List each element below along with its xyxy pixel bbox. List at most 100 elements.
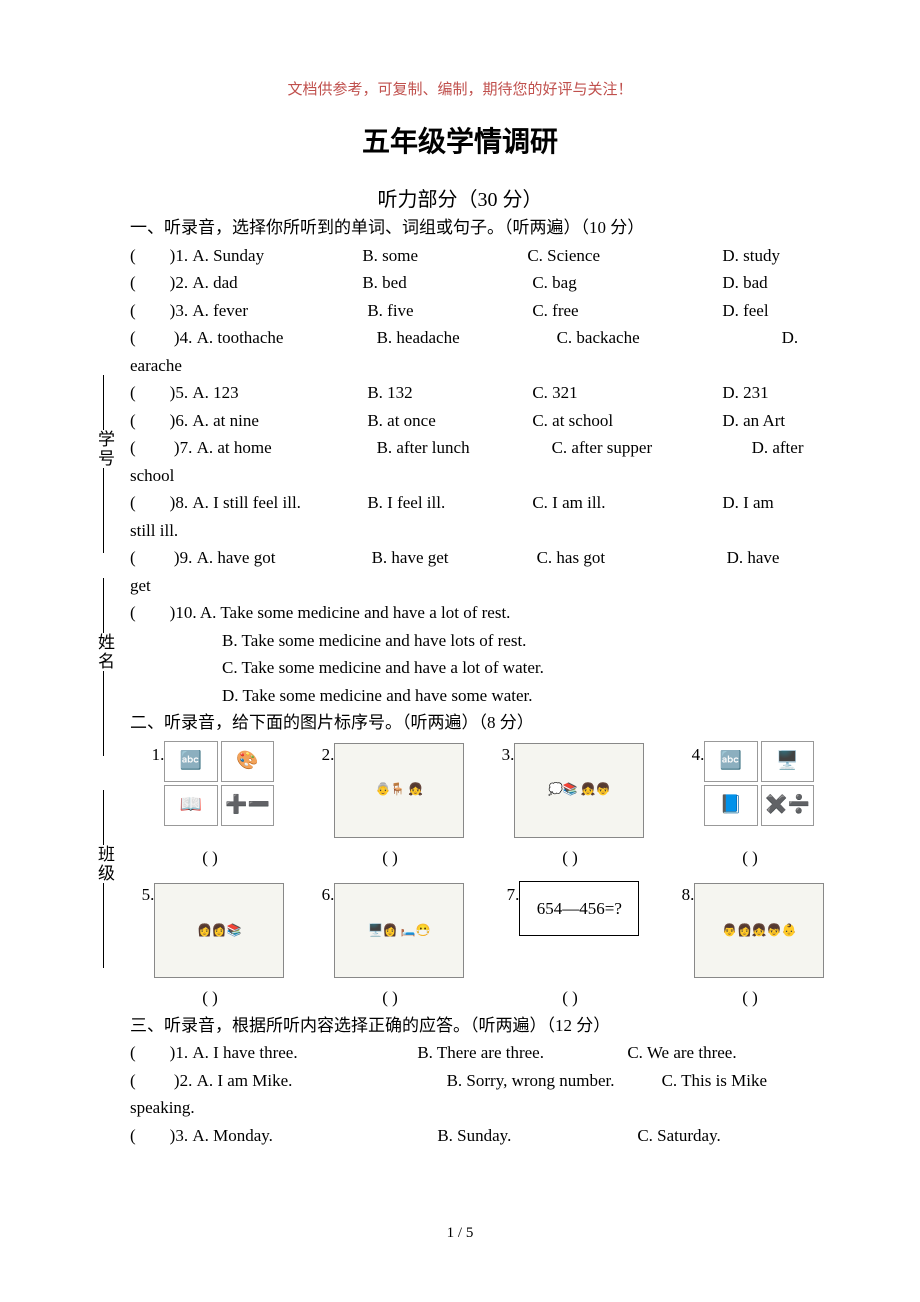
image-cell: 4. 🔤🖥️ 📘✖️➗ [670,741,830,838]
opt-d: D. I am [722,493,773,512]
opt-b: B. have get [372,544,537,572]
q-num: ( )3. [130,301,188,320]
opt-a: A. I still feel ill. [192,489,367,517]
paren-blank: ( ) [490,984,650,1012]
image-cell: 5. 👩👩📚 [130,881,290,978]
opt-a: A. Monday. [192,1122,437,1150]
question-row: ( )2. A. dadB. bedC. bagD. bad [130,269,870,297]
scene-family: 👨👩👧👦👶 [694,883,824,978]
question-row: ( )2. A. I am Mike.B. Sorry, wrong numbe… [130,1067,870,1095]
sidebar-line [103,790,122,845]
section2-head: 二、听录音，给下面的图片标序号。（听两遍）（8 分） [130,709,870,737]
opt-b: B. 132 [367,379,532,407]
opt-a: A. toothache [197,324,377,352]
question-row: ( )1. A. SundayB. someC. ScienceD. study [130,242,870,270]
question-wrap: school [130,462,870,490]
paren-row: ( ) ( ) ( ) ( ) [130,984,830,1012]
question-row: ( )7. A. at homeB. after lunchC. after s… [130,434,870,462]
opt-c: C. Take some medicine and have a lot of … [222,654,870,682]
opt-d: D. study [722,246,780,265]
sub-title: 听力部分（30 分） [0,183,920,212]
opt-b: B. Take some medicine and have lots of r… [222,627,870,655]
q-num: ( )10. [130,603,197,622]
img-num: 7. [501,881,520,909]
q-num: ( )6. [130,411,188,430]
opt-d: D. feel [722,301,768,320]
opt-a: A. at nine [192,407,367,435]
sidebar-line [103,578,122,633]
opt-c: C. at school [532,407,722,435]
question-row: ( )3. A. feverB. fiveC. freeD. feel [130,297,870,325]
math-equation-box: 654—456=? [519,881,639,936]
img-num: 4. [686,741,705,769]
question-row: ( )10. A. Take some medicine and have a … [130,599,870,627]
sidebar-xuehao: 学号 [92,375,122,553]
opt-c: C. backache [557,324,782,352]
img-num: 1. [146,741,165,769]
img-num: 6. [316,881,335,909]
question-wrap: get [130,572,870,600]
question-wrap: speaking. [130,1094,870,1122]
section3-head: 三、听录音，根据所听内容选择正确的应答。（听两遍）（12 分） [130,1012,870,1040]
opt-d: D. 231 [722,383,768,402]
opt-b: B. bed [362,269,532,297]
math-icon: ➕➖ [221,785,275,826]
opt-c: C. Science [527,242,722,270]
opt-b: B. some [362,242,527,270]
q-num: ( )8. [130,493,188,512]
opt-b: B. I feel ill. [367,489,532,517]
opt-a: A. have got [197,544,372,572]
paren-blank: ( ) [490,844,650,872]
opt-c: C. I am ill. [532,489,722,517]
abc-icon: 🔤 [164,741,218,782]
question-row: ( )1. A. I have three.B. There are three… [130,1039,870,1067]
question-wrap: still ill. [130,517,870,545]
opt-c: C. This is Mike [662,1071,767,1090]
q-num: ( )1. [130,1043,188,1062]
image-cell: 1. 🔤🎨 📖➕➖ [130,741,290,838]
opt-b: B. after lunch [377,434,552,462]
q-num: ( )2. [130,1071,192,1090]
image-row-1: 1. 🔤🎨 📖➕➖ 2. 👵🪑 👧 3. 💭📚 👧👦 4. [130,741,830,838]
sidebar-label-xuehao: 学号 [92,430,117,468]
paren-blank: ( ) [310,984,470,1012]
opt-b: B. Sunday. [437,1122,637,1150]
header-note: 文档供参考，可复制、编制，期待您的好评与关注！ [0,78,920,99]
image-cell: 8. 👨👩👧👦👶 [670,881,830,978]
paren-row: ( ) ( ) ( ) ( ) [130,844,830,872]
image-cell: 3. 💭📚 👧👦 [490,741,650,838]
question-row: ( )5. A. 123B. 132C. 321D. 231 [130,379,870,407]
paren-blank: ( ) [130,984,290,1012]
question-row: ( )8. A. I still feel ill.B. I feel ill.… [130,489,870,517]
img-num: 2. [316,741,335,769]
art-icon: 🎨 [221,741,275,782]
question-row: ( )9. A. have gotB. have getC. has gotD.… [130,544,870,572]
page-footer: 1 / 5 [0,1225,920,1242]
opt-c: C. Saturday. [637,1126,720,1145]
content-body: 一、听录音，选择你所听到的单词、词组或句子。（听两遍）（10 分） ( )1. … [130,214,870,1149]
subject-icons: 🔤🎨 📖➕➖ [164,741,274,826]
q-num: ( )3. [130,1126,188,1145]
sidebar-label-xingming: 姓名 [92,633,117,671]
opt-b: B. There are three. [417,1039,627,1067]
sidebar-line [103,375,122,430]
main-title: 五年级学情调研 [0,120,920,160]
question-wrap: earache [130,352,870,380]
question-row: ( )3. A. Monday.B. Sunday.C. Saturday. [130,1122,870,1150]
img-num: 3. [496,741,515,769]
opt-b: B. at once [367,407,532,435]
opt-a: A. at home [197,434,377,462]
image-row-2: 5. 👩👩📚 6. 🖥️👩 🛏️😷 7. 654—456=? 8. 👨👩👧👦👶 [130,881,830,978]
opt-a: A. dad [192,269,362,297]
opt-c: C. after supper [552,434,752,462]
opt-c: C. has got [537,544,727,572]
q-num: ( )4. [130,328,192,347]
question-row: ( )6. A. at nineB. at onceC. at schoolD.… [130,407,870,435]
q-num: ( )5. [130,383,188,402]
question-row: ( )4. A. toothacheB. headacheC. backache… [130,324,870,352]
sidebar-xingming: 姓名 [92,578,122,756]
opt-c: C. free [532,297,722,325]
scene-thinking: 💭📚 👧👦 [514,743,644,838]
opt-a: A. 123 [192,379,367,407]
opt-b: B. five [367,297,532,325]
